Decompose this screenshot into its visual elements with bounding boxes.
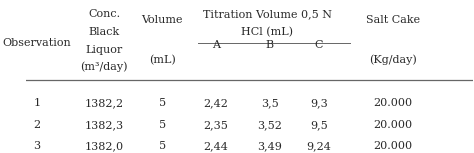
Text: 5: 5 xyxy=(159,98,166,108)
Text: Observation: Observation xyxy=(3,38,72,48)
Text: 5: 5 xyxy=(159,120,166,130)
Text: B: B xyxy=(265,40,274,50)
Text: 3: 3 xyxy=(34,141,41,151)
Text: 2,44: 2,44 xyxy=(204,141,228,151)
Text: Liquor: Liquor xyxy=(86,45,123,55)
Text: Salt Cake: Salt Cake xyxy=(366,15,420,25)
Text: 5: 5 xyxy=(159,141,166,151)
Text: 1382,0: 1382,0 xyxy=(85,141,124,151)
Text: 2: 2 xyxy=(34,120,41,130)
Text: 1382,2: 1382,2 xyxy=(85,98,124,108)
Text: 2,42: 2,42 xyxy=(204,98,228,108)
Text: (mL): (mL) xyxy=(149,55,176,65)
Text: Titration Volume 0,5 N: Titration Volume 0,5 N xyxy=(203,9,332,19)
Text: 3,52: 3,52 xyxy=(257,120,282,130)
Text: 3,5: 3,5 xyxy=(261,98,279,108)
Text: 2,35: 2,35 xyxy=(204,120,228,130)
Text: C: C xyxy=(315,40,323,50)
Text: 20.000: 20.000 xyxy=(373,141,412,151)
Text: Conc.: Conc. xyxy=(88,9,120,19)
Text: 1: 1 xyxy=(34,98,41,108)
Text: HCl (mL): HCl (mL) xyxy=(241,27,293,37)
Text: 20.000: 20.000 xyxy=(373,98,412,108)
Text: Volume: Volume xyxy=(142,15,183,25)
Text: 9,3: 9,3 xyxy=(310,98,328,108)
Text: (Kg/day): (Kg/day) xyxy=(369,55,417,65)
Text: 20.000: 20.000 xyxy=(373,120,412,130)
Text: 9,5: 9,5 xyxy=(310,120,328,130)
Text: (m³/day): (m³/day) xyxy=(81,62,128,72)
Text: 9,24: 9,24 xyxy=(307,141,331,151)
Text: Black: Black xyxy=(89,27,120,37)
Text: A: A xyxy=(212,40,220,50)
Text: 1382,3: 1382,3 xyxy=(85,120,124,130)
Text: 3,49: 3,49 xyxy=(257,141,282,151)
